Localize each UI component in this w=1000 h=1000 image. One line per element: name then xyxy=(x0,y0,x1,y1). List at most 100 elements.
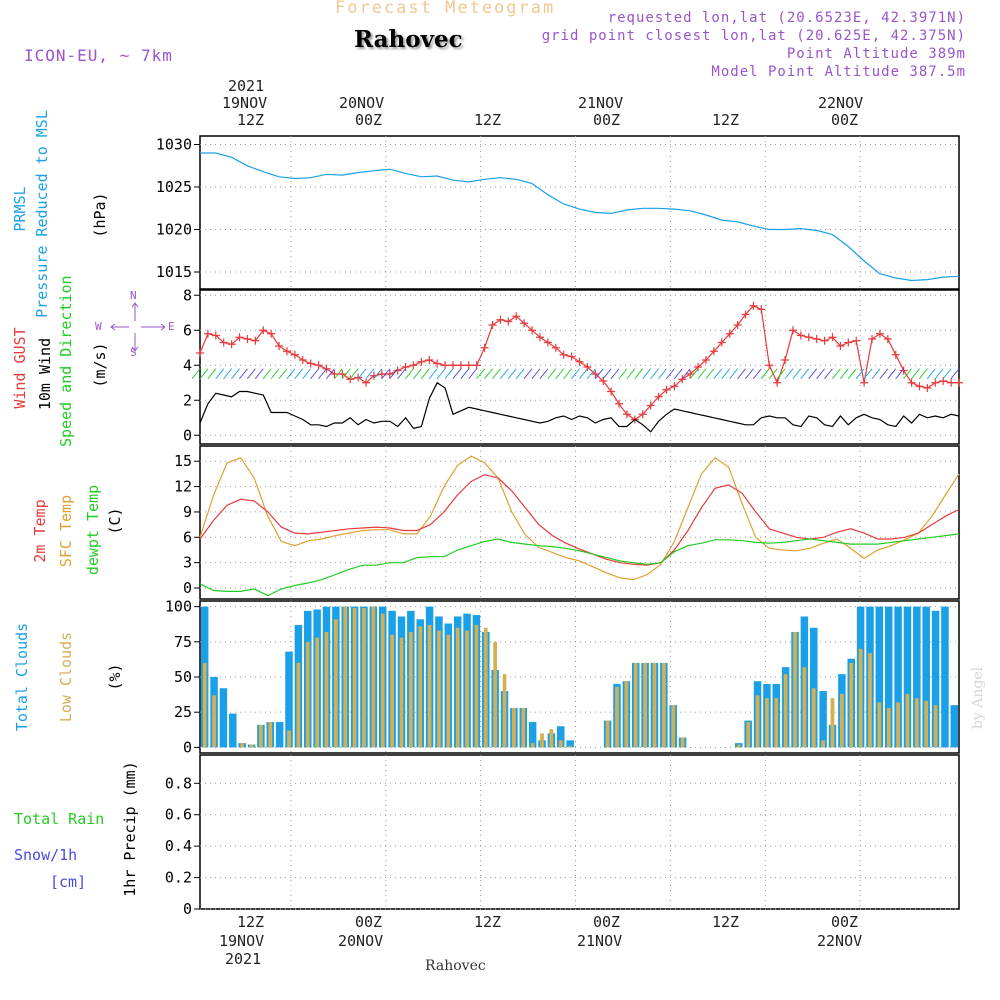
wind-direction-arrow xyxy=(571,368,580,380)
wind-ytick-label: 8 xyxy=(183,286,192,304)
wind-direction-arrow xyxy=(492,368,501,380)
gust-marker xyxy=(227,340,236,349)
wind-direction-arrow xyxy=(800,368,810,380)
gust-marker xyxy=(559,350,568,359)
wind-direction-arrow xyxy=(784,368,794,380)
wind-direction-arrow xyxy=(673,368,683,380)
wind-direction-arrow xyxy=(262,368,272,380)
total-clouds-bar xyxy=(922,606,930,748)
gust-marker xyxy=(472,361,481,370)
low-clouds-bar xyxy=(765,698,769,748)
gust-marker xyxy=(915,382,924,391)
wind-direction-arrow xyxy=(847,368,857,380)
gust-marker xyxy=(836,342,845,350)
gust-marker xyxy=(654,392,663,401)
gust-marker xyxy=(520,319,529,328)
gust-marker xyxy=(757,305,766,314)
low-clouds-bar xyxy=(249,744,254,748)
low-clouds-bar xyxy=(736,744,741,748)
wind-direction-arrow xyxy=(357,368,367,380)
top-hour-5: 12Z xyxy=(712,111,740,129)
wind-direction-arrow xyxy=(832,368,841,380)
gust-marker xyxy=(409,361,418,370)
gust-marker xyxy=(781,356,790,364)
top-date-21nov: 21NOV xyxy=(578,94,624,112)
low-clouds-bar xyxy=(540,733,544,748)
wind-direction-arrow xyxy=(768,368,778,380)
bottom-hour-1: 12Z xyxy=(237,913,265,931)
gust-marker xyxy=(947,378,956,387)
low-clouds-bar xyxy=(268,722,273,748)
gust-marker xyxy=(583,363,592,371)
wind-direction-arrow xyxy=(365,368,375,380)
wind-direction-arrow xyxy=(420,368,430,380)
gust-marker xyxy=(512,312,521,321)
wind-direction-arrow xyxy=(586,368,596,380)
gust-marker xyxy=(385,370,394,378)
low-clouds-bar xyxy=(793,631,797,748)
wind-direction-arrow xyxy=(618,368,628,380)
total-clouds-bar xyxy=(285,651,293,748)
gust-marker xyxy=(844,338,853,347)
low-clouds-bar xyxy=(296,662,301,748)
wind-direction-arrow xyxy=(239,368,248,380)
wind-direction-arrow xyxy=(412,368,422,380)
station-title: Rahovec xyxy=(354,26,463,53)
pressure-line xyxy=(200,152,960,282)
precipitation-ytick-label: 0.4 xyxy=(165,837,192,855)
total-clouds-bar xyxy=(275,722,284,748)
wind-direction-arrow xyxy=(942,368,952,380)
gust-marker xyxy=(733,321,742,329)
clouds-ytick-label: 75 xyxy=(174,633,192,651)
total-clouds-bar xyxy=(219,688,228,748)
wind-direction-arrow xyxy=(397,368,406,380)
gust-marker xyxy=(267,329,276,338)
clouds-ytick-label: 0 xyxy=(183,738,192,756)
gust-marker xyxy=(931,378,940,387)
low-clouds-bar xyxy=(624,681,629,748)
wind-direction-arrow xyxy=(499,368,509,380)
top-hour-2: 00Z xyxy=(355,111,383,129)
wind-direction-arrow xyxy=(745,368,754,380)
wind-direction-arrow xyxy=(539,368,549,380)
temperature-frame xyxy=(199,445,960,600)
low-clouds-bar xyxy=(661,662,666,748)
low-clouds-bar xyxy=(371,606,376,748)
wind-direction-arrow xyxy=(579,368,588,380)
total-clouds-bar xyxy=(950,705,959,748)
wind-direction-arrow xyxy=(665,368,675,380)
gust-marker xyxy=(860,378,869,387)
compass-rose-icon xyxy=(110,302,165,352)
low-clouds-bar xyxy=(212,695,216,748)
low-clouds-bar xyxy=(437,630,441,748)
gust-marker xyxy=(923,384,932,392)
low-clouds-bar xyxy=(858,648,863,748)
wind-direction-arrow xyxy=(705,368,715,380)
low-clouds-bar xyxy=(530,743,535,748)
low-clouds-bar xyxy=(455,627,460,748)
low-clouds-bar xyxy=(877,702,882,748)
pressure-frame xyxy=(199,135,960,290)
wind-direction-arrow xyxy=(658,368,667,380)
low-clouds-bar xyxy=(868,653,872,748)
wind-direction-arrow xyxy=(389,368,399,380)
low-clouds-bar xyxy=(652,662,657,748)
temperature-ytick-label: 9 xyxy=(183,503,192,521)
low-clouds-bar xyxy=(483,627,488,748)
low-clouds-bar xyxy=(380,613,385,748)
gust-marker xyxy=(773,378,782,387)
compass-e: E xyxy=(168,320,175,333)
low-clouds-bar xyxy=(633,662,638,748)
wind-direction-arrow xyxy=(199,368,209,380)
wind-direction-arrow xyxy=(460,368,470,380)
gust-marker xyxy=(488,321,497,329)
total-clouds-bar xyxy=(903,606,912,748)
gust-marker xyxy=(804,333,813,342)
total-clouds-bar xyxy=(894,606,902,748)
low-clouds-bar xyxy=(305,641,310,748)
top-hour-4: 00Z xyxy=(593,111,621,129)
low-clouds-bar xyxy=(755,695,760,748)
bottom-date-22nov: 22NOV xyxy=(817,932,863,950)
gust-marker xyxy=(678,375,687,384)
gust-marker xyxy=(551,343,560,352)
